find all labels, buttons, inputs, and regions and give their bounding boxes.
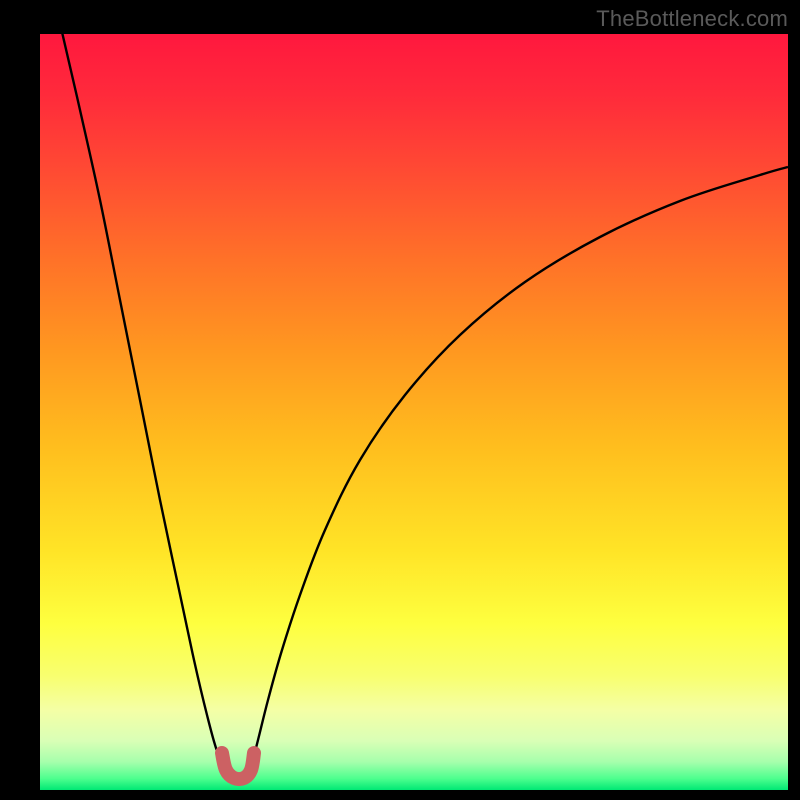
watermark-text: TheBottleneck.com (596, 6, 788, 32)
bottleneck-chart: TheBottleneck.com (0, 0, 800, 800)
plot-background (40, 34, 788, 790)
chart-svg (0, 0, 800, 800)
